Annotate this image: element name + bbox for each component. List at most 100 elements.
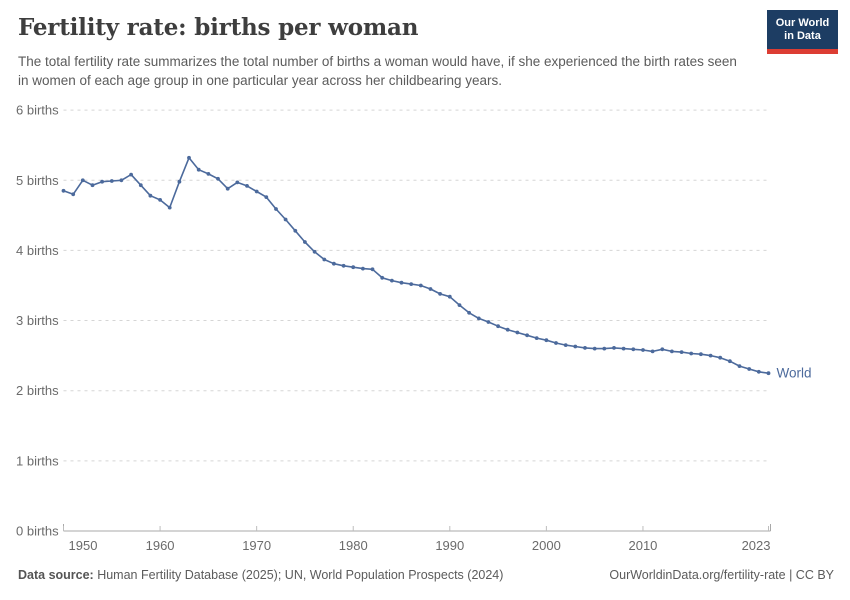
data-point (708, 353, 713, 358)
y-tick-label: 2 births (16, 383, 59, 398)
data-point (699, 352, 703, 357)
data-point (534, 336, 539, 340)
data-point (438, 292, 442, 296)
data-point (119, 178, 124, 183)
data-point (583, 346, 587, 350)
data-point (747, 367, 752, 371)
y-tick-label: 1 births (16, 453, 59, 468)
data-point (409, 282, 414, 286)
chart-title: Fertility rate: births per woman (18, 14, 419, 41)
data-point (390, 278, 394, 283)
data-point (399, 280, 404, 285)
data-point (766, 371, 771, 376)
data-point (71, 192, 76, 197)
data-point (544, 338, 549, 343)
data-point (467, 310, 471, 315)
data-point (592, 346, 597, 351)
data-point (447, 294, 452, 299)
data-point (631, 347, 636, 352)
data-point (756, 369, 761, 374)
data-point (660, 347, 665, 352)
data-point (196, 167, 201, 172)
x-tick-label: 1990 (435, 538, 464, 553)
data-point (177, 179, 182, 184)
y-tick-label: 0 births (16, 524, 59, 539)
chart-footer: Data source: Human Fertility Database (2… (18, 568, 834, 582)
data-point (254, 189, 259, 194)
data-point (216, 176, 220, 181)
x-tick-label: 1980 (339, 538, 368, 553)
data-point (109, 179, 114, 183)
data-point (612, 346, 616, 350)
x-tick-label: 1950 (69, 538, 98, 553)
data-point (148, 193, 153, 198)
data-point (100, 179, 104, 184)
y-tick-label: 3 births (16, 313, 59, 328)
data-point (312, 249, 317, 254)
data-point (418, 283, 423, 288)
data-point (341, 263, 346, 268)
data-source-note: Data source: Human Fertility Database (2… (18, 568, 503, 582)
data-point (322, 257, 327, 262)
data-point (573, 344, 578, 349)
data-point (602, 346, 607, 351)
owid-logo-line1: Our World (775, 17, 830, 29)
series-end-label[interactable]: World (777, 366, 812, 381)
data-point (621, 346, 626, 351)
data-point (563, 343, 568, 347)
data-point (158, 198, 163, 202)
data-point (138, 183, 143, 188)
data-point (380, 275, 385, 280)
data-point (486, 320, 491, 324)
trend-line-world (62, 157, 770, 375)
y-tick-label: 4 births (16, 243, 59, 258)
owid-url-license[interactable]: OurWorldinData.org/fertility-rate | CC B… (609, 568, 834, 582)
data-point (718, 355, 723, 360)
data-point (90, 183, 95, 188)
data-point (187, 155, 191, 160)
data-point (641, 348, 645, 352)
y-tick-label: 6 births (16, 103, 59, 118)
x-tick-label: 2010 (628, 538, 657, 553)
data-point (525, 333, 529, 338)
data-point (293, 228, 298, 233)
data-point (505, 327, 510, 332)
data-point (332, 261, 336, 266)
data-point (428, 287, 433, 291)
owid-logo[interactable]: Our World in Data (767, 10, 838, 54)
owid-logo-line2: in Data (784, 30, 821, 42)
data-point (737, 364, 742, 368)
x-tick-label: 1960 (146, 538, 175, 553)
data-point (225, 186, 230, 191)
x-tick-label: 1970 (242, 538, 271, 553)
data-point (206, 172, 211, 176)
data-point (129, 172, 134, 177)
chart-subtitle: The total fertility rate summarizes the … (18, 54, 737, 88)
data-point (457, 303, 462, 307)
data-point (167, 205, 172, 210)
data-point (61, 188, 66, 193)
data-point (274, 207, 278, 211)
data-point (264, 195, 269, 200)
data-point (80, 178, 85, 183)
data-point (370, 267, 375, 272)
data-point (728, 359, 732, 364)
data-source-label: Data source: (18, 568, 94, 582)
y-tick-label: 5 births (16, 173, 59, 188)
data-point (235, 180, 240, 185)
data-point (351, 265, 356, 270)
data-point (476, 316, 481, 321)
data-point (515, 330, 520, 335)
data-point (496, 324, 500, 329)
data-point (689, 351, 694, 356)
data-point (361, 266, 365, 271)
x-tick-label: 2000 (532, 538, 561, 553)
data-point (554, 341, 558, 345)
data-point (650, 349, 655, 354)
x-tick-label: 2023 (742, 538, 771, 553)
data-point (670, 349, 674, 354)
data-source-text: Human Fertility Database (2025); UN, Wor… (93, 568, 504, 582)
data-point (283, 217, 288, 222)
